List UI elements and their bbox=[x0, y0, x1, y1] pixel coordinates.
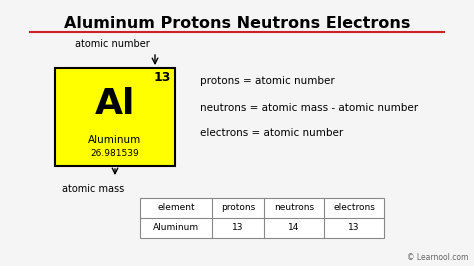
Text: Aluminum: Aluminum bbox=[88, 135, 142, 145]
Text: electrons = atomic number: electrons = atomic number bbox=[200, 128, 343, 138]
Text: 13: 13 bbox=[232, 223, 244, 232]
Bar bbox=[140, 198, 384, 238]
Text: protons = atomic number: protons = atomic number bbox=[200, 76, 335, 86]
Text: Al: Al bbox=[95, 87, 135, 121]
Bar bbox=[55, 68, 175, 166]
Text: 14: 14 bbox=[288, 223, 300, 232]
Text: © Learnool.com: © Learnool.com bbox=[407, 253, 468, 262]
Text: atomic mass: atomic mass bbox=[62, 184, 124, 194]
Text: neutrons = atomic mass - atomic number: neutrons = atomic mass - atomic number bbox=[200, 103, 418, 113]
Text: protons: protons bbox=[221, 203, 255, 213]
Text: 13: 13 bbox=[348, 223, 360, 232]
Text: 13: 13 bbox=[154, 71, 171, 84]
Text: neutrons: neutrons bbox=[274, 203, 314, 213]
Text: 26.981539: 26.981539 bbox=[91, 148, 139, 157]
Text: electrons: electrons bbox=[333, 203, 375, 213]
Text: element: element bbox=[157, 203, 195, 213]
Text: Aluminum Protons Neutrons Electrons: Aluminum Protons Neutrons Electrons bbox=[64, 16, 410, 31]
Text: atomic number: atomic number bbox=[75, 39, 150, 49]
Text: Aluminum: Aluminum bbox=[153, 223, 199, 232]
